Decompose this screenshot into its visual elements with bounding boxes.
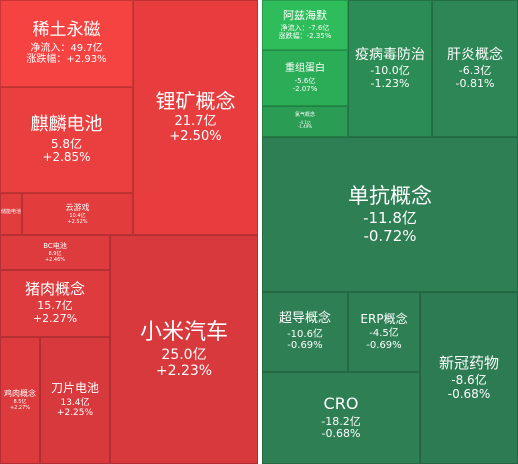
tile-value: 8.5亿 (13, 399, 27, 406)
tile-value: -0.69% (287, 340, 323, 352)
tile: 肝炎概念 -6.3亿 -0.81% (432, 0, 518, 137)
tile: 储能电池 (0, 193, 22, 235)
tile: 超导概念 -10.6亿 -0.69% (262, 292, 348, 372)
tile: 刀片电池 13.4亿 +2.25% (40, 337, 110, 464)
tile: 云游戏 10.4亿 +2.52% (22, 193, 133, 235)
tile: CRO -18.2亿 -0.68% (262, 372, 420, 464)
tile-value: 涨跌幅：-2.35% (278, 32, 332, 41)
tile-value: -5.6亿 (294, 76, 316, 85)
tile-value: +2.46% (44, 256, 66, 263)
tile: 麒麟电池 5.8亿 +2.85% (0, 87, 133, 193)
tile: 疫病毒防治 -10.0亿 -1.23% (348, 0, 432, 137)
tile: 阿兹海默净流入：-7.6亿 涨跌幅：-2.35% (262, 0, 348, 50)
tile-value: -1.49% (297, 124, 313, 130)
tile-value: -2.07% (292, 84, 318, 93)
tile-value: 21.7亿 (174, 114, 217, 130)
tile-name: 储能电池 (1, 209, 22, 216)
tile-name: 肝炎概念 (447, 46, 503, 63)
tile-value: 5.8亿 (50, 136, 83, 151)
tile-name: ERP概念 (360, 311, 408, 326)
tile-value: -11.8亿 (363, 209, 417, 228)
tile-value: 净流入：-7.6亿 (280, 24, 330, 33)
tile-value: -18.2亿 (321, 414, 361, 428)
tile-name: 云游戏 (65, 202, 90, 212)
tile-value: -10.6亿 (287, 328, 323, 340)
tile-value: -0.68% (321, 427, 361, 441)
tile-value: 13.4亿 (60, 398, 90, 409)
tile: BC电池 8.9亿 +2.46% (0, 235, 110, 270)
tile-value: -0.69% (366, 339, 402, 351)
tile-value: +2.23% (155, 363, 213, 380)
tile: 稀土永磁 净流入：49.7亿 涨跌幅：+2.93% (0, 0, 133, 87)
tile-name: BC电池 (43, 241, 67, 250)
tile-name: 氯气概念 (294, 112, 315, 119)
tile-value: 净流入：49.7亿 (30, 42, 103, 54)
tile-name: 超导概念 (278, 311, 331, 327)
tile-value: +2.85% (42, 150, 91, 165)
tile-name: 鸡肉概念 (4, 389, 36, 399)
tile-value: -6.3亿 (458, 63, 492, 77)
tile-name: 阿兹海默 (283, 8, 327, 22)
tile-name: 猪肉概念 (24, 280, 85, 299)
tile: 小米汽车 25.0亿 +2.23% (110, 235, 258, 464)
tile: 单抗概念 -11.8亿 -0.72% (262, 137, 518, 292)
tile: 猪肉概念 15.7亿 +2.27% (0, 270, 110, 337)
tile-value: +2.27% (32, 312, 78, 326)
tile-value: +2.52% (67, 218, 88, 225)
tile-name: 麒麟电池 (30, 113, 103, 135)
tile: ERP概念 -4.5亿 -0.69% (348, 292, 420, 372)
tile-name: CRO (323, 394, 359, 414)
tile-name: 单抗概念 (348, 184, 432, 209)
tile-value: -8.6亿 (451, 372, 487, 387)
tile-value: -10.0亿 (370, 63, 410, 77)
tile-name: 刀片电池 (50, 381, 99, 396)
tile-name: 疫病毒防治 (355, 46, 425, 63)
tile-value: +2.25% (56, 408, 94, 419)
tile-value: +2.27% (9, 405, 31, 412)
tile-name: 重组蛋白 (285, 63, 325, 75)
tile-value: -4.5亿 (369, 328, 399, 340)
tile: 锂矿概念 21.7亿 +2.50% (133, 0, 258, 235)
tile-value: +2.50% (169, 129, 222, 144)
tile-name: 新冠药物 (438, 353, 499, 372)
tile-value: 25.0亿 (161, 347, 207, 364)
tile-value: 8.9亿 (48, 250, 62, 257)
tile-value: -0.68% (447, 386, 491, 401)
tile-value: 涨跌幅：+2.93% (26, 54, 107, 66)
tile-value: 10.4亿 (69, 212, 86, 219)
tile-value: -1.23% (370, 76, 410, 90)
tile-value: -0.72% (363, 226, 417, 245)
tile-name: 稀土永磁 (32, 20, 101, 41)
tile-value: 15.7亿 (37, 299, 73, 313)
tile-name: 锂矿概念 (155, 89, 236, 114)
tile-value: -4.1亿 (299, 119, 311, 125)
tile-name: 小米汽车 (139, 319, 228, 345)
tile: 新冠药物 -8.6亿 -0.68% (420, 292, 518, 464)
tile: 重组蛋白 -5.6亿 -2.07% (262, 50, 348, 106)
tile: 鸡肉概念 8.5亿 +2.27% (0, 337, 40, 464)
tile-value: -0.81% (455, 76, 495, 90)
tile: 氯气概念 -4.1亿 -1.49% (262, 106, 348, 137)
